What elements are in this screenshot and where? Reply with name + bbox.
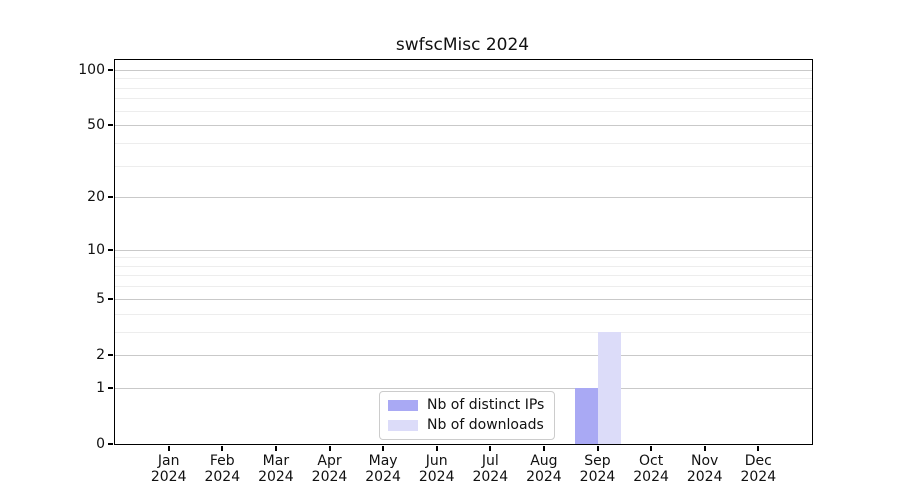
minor-gridline [115, 98, 812, 100]
x-tick-month: Dec [744, 453, 772, 469]
x-axis-tick [542, 446, 545, 451]
x-tick-label: Nov 2024 [663, 453, 747, 485]
legend-label: Nb of downloads [427, 417, 544, 433]
y-tick-label: 1 [96, 379, 105, 396]
y-tick-label: 0 [96, 436, 105, 452]
x-axis-tick [596, 446, 599, 451]
y-tick-label: 10 [87, 241, 105, 258]
x-tick-label: Aug 2024 [502, 453, 586, 485]
major-gridline [115, 125, 812, 127]
minor-gridline [115, 286, 812, 288]
x-axis-tick [221, 446, 224, 451]
y-axis-tick [108, 353, 113, 356]
x-tick-label: Apr 2024 [288, 453, 372, 485]
minor-gridline [115, 257, 812, 259]
minor-gridline [115, 165, 812, 167]
x-tick-label: Sep 2024 [556, 453, 640, 485]
x-axis-tick [435, 446, 438, 451]
plot-area: 0 1 2 5 10 20 50 100 Jan 2024 Feb 2024 Mar 2024 Apr 202… [78, 59, 813, 485]
major-gridline [115, 298, 812, 300]
x-tick-month: Jan [157, 453, 180, 469]
x-tick-year: 2024 [686, 469, 723, 485]
x-tick-year: 2024 [365, 469, 401, 485]
major-gridline [115, 354, 812, 356]
x-tick-year: 2024 [258, 469, 294, 485]
x-axis-tick [382, 446, 385, 451]
x-tick-month: Sep [584, 453, 611, 469]
minor-gridline [115, 275, 812, 277]
x-tick-year: 2024 [311, 469, 348, 485]
x-axis-tick [650, 446, 653, 451]
y-axis-tick [108, 124, 113, 127]
chart-title: swfscMisc 2024 [395, 35, 530, 55]
x-tick-label: Jul 2024 [448, 453, 532, 485]
y-axis-tick [108, 443, 113, 445]
x-axis-tick [274, 446, 277, 451]
x-tick-year: 2024 [472, 469, 509, 485]
x-tick-label: Mar 2024 [234, 453, 318, 485]
y-axis-tick [108, 196, 113, 199]
bar-nb-of-downloads [597, 331, 621, 444]
x-tick-label: Dec 2024 [716, 453, 800, 485]
legend-swatch [388, 400, 418, 411]
x-axis-tick [167, 446, 170, 451]
major-gridline [115, 387, 812, 389]
legend-label: Nb of distinct IPs [427, 397, 545, 413]
x-tick-year: 2024 [740, 469, 777, 485]
x-tick-year: 2024 [526, 469, 562, 485]
legend: Nb of distinct IPs Nb of downloads [379, 391, 556, 440]
y-tick-label: 20 [87, 189, 105, 206]
y-tick-label: 100 [78, 61, 105, 78]
major-gridline [115, 249, 812, 251]
x-axis-tick [328, 446, 331, 451]
y-tick-label: 5 [96, 290, 105, 307]
y-axis-tick [108, 297, 113, 300]
y-tick-label: 50 [87, 117, 105, 134]
minor-gridline [115, 142, 812, 144]
major-gridline [115, 197, 812, 199]
minor-gridline [115, 331, 812, 333]
y-tick-label: 2 [96, 346, 105, 363]
minor-gridline [115, 313, 812, 315]
x-axis-tick [489, 446, 492, 451]
x-tick-month: Apr [317, 453, 342, 469]
x-tick-month: Jul [481, 453, 499, 469]
x-tick-month: Feb [209, 453, 235, 469]
legend-row: Nb of downloads [388, 417, 544, 434]
major-gridline [115, 69, 812, 71]
x-tick-month: Mar [262, 453, 290, 469]
x-tick-month: Jun [425, 453, 448, 469]
x-tick-month: Oct [638, 453, 664, 469]
minor-gridline [115, 87, 812, 89]
x-tick-year: 2024 [633, 469, 669, 485]
y-axis-tick [108, 248, 113, 251]
x-tick-month: Nov [691, 453, 719, 469]
minor-gridline [115, 265, 812, 267]
x-tick-month: Aug [530, 453, 558, 469]
minor-gridline [115, 110, 812, 112]
x-tick-month: May [368, 453, 398, 469]
x-tick-label: Jun 2024 [395, 453, 479, 485]
x-tick-label: Oct 2024 [609, 453, 693, 485]
y-axis-tick [108, 68, 113, 71]
x-tick-label: Feb 2024 [180, 453, 264, 485]
x-tick-label: Jan 2024 [127, 453, 211, 485]
minor-gridline [115, 78, 812, 80]
x-tick-year: 2024 [418, 469, 455, 485]
x-axis-tick [757, 446, 760, 451]
legend-swatch [388, 420, 418, 431]
x-tick-year: 2024 [579, 469, 616, 485]
y-axis-tick [108, 386, 113, 389]
bar-nb-of-distinct-ips [574, 387, 598, 444]
x-tick-year: 2024 [204, 469, 241, 485]
x-axis-tick [703, 446, 706, 451]
legend-row: Nb of distinct IPs [388, 397, 544, 414]
x-tick-year: 2024 [150, 469, 187, 485]
x-tick-label: May 2024 [341, 453, 425, 485]
